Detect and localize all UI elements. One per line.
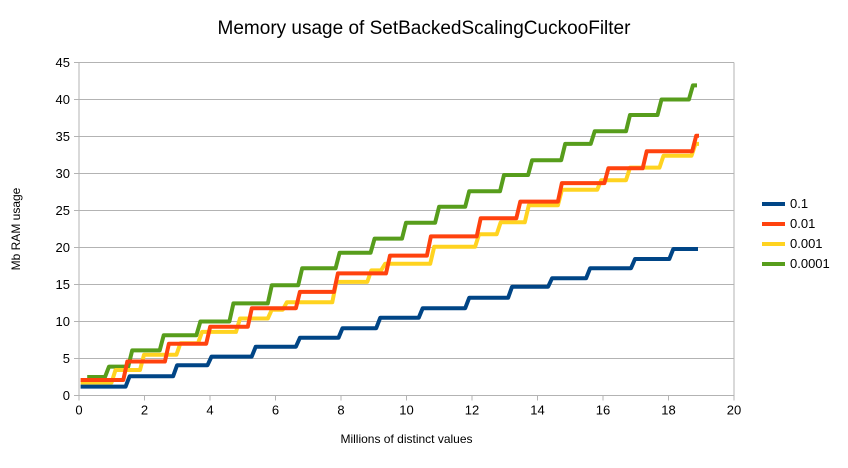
legend-label-0.001: 0.001 (790, 236, 823, 251)
y-tick-label-15: 15 (56, 277, 70, 292)
legend: 0.1 0.01 0.001 0.0001 (762, 194, 830, 274)
legend-item-0.01: 0.01 (762, 214, 830, 234)
x-axis-title: Millions of distinct values (340, 432, 473, 446)
legend-item-0.1: 0.1 (762, 194, 830, 214)
y-tick-label-40: 40 (56, 92, 70, 107)
y-tick-label-25: 25 (56, 203, 70, 218)
x-tick-label-2: 2 (141, 403, 148, 418)
series-line-0.0001 (87, 83, 697, 379)
x-tick-label-0: 0 (75, 403, 82, 418)
series-line-0.01 (80, 133, 699, 382)
legend-item-0.001: 0.001 (762, 234, 830, 254)
y-tick-label-30: 30 (56, 166, 70, 181)
legend-label-0.1: 0.1 (790, 196, 809, 211)
x-tick-label-10: 10 (399, 403, 413, 418)
x-tick-label-8: 8 (337, 403, 344, 418)
y-tick-label-10: 10 (56, 314, 70, 329)
x-tick-label-6: 6 (272, 403, 279, 418)
legend-label-0.01: 0.01 (790, 216, 816, 231)
x-tick-label-12: 12 (465, 403, 479, 418)
chart-title: Memory usage of SetBackedScalingCuckooFi… (217, 18, 631, 39)
x-tick-label-20: 20 (727, 403, 741, 418)
x-tick-label-16: 16 (596, 403, 610, 418)
y-tick-label-0: 0 (63, 388, 70, 403)
x-tick-label-4: 4 (206, 403, 213, 418)
y-tick-label-45: 45 (56, 55, 70, 70)
legend-label-0.0001: 0.0001 (790, 256, 830, 271)
y-tick-label-5: 5 (63, 351, 70, 366)
legend-swatch-0.01 (762, 222, 785, 226)
x-tick-label-14: 14 (530, 403, 544, 418)
series-line-0.1 (80, 247, 698, 389)
y-tick-label-20: 20 (56, 240, 70, 255)
legend-swatch-0.1 (762, 202, 785, 206)
legend-swatch-0.001 (762, 242, 785, 246)
x-tick-label-18: 18 (661, 403, 675, 418)
y-tick-label-35: 35 (56, 129, 70, 144)
legend-swatch-0.0001 (762, 262, 785, 266)
legend-item-0.0001: 0.0001 (762, 254, 830, 274)
